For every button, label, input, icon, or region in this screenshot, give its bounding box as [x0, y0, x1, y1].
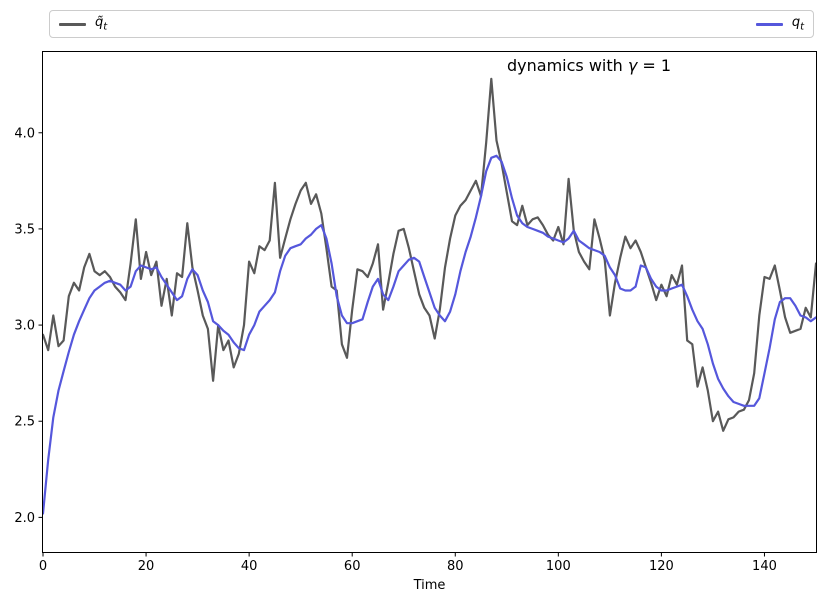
x-tick-label: 40 — [241, 559, 258, 574]
y-tick-label: 2.5 — [14, 415, 35, 430]
x-tick-label: 140 — [752, 559, 777, 574]
legend-entry-qtilde: q̃t — [59, 16, 107, 33]
y-tick-label: 3.5 — [14, 222, 35, 237]
legend-label-qtilde: q̃t — [95, 14, 108, 33]
legend-label-q: qt — [791, 14, 804, 33]
y-tick-label: 4.0 — [14, 126, 35, 141]
series-line-qtilde — [43, 77, 816, 432]
axes-spines — [42, 51, 817, 553]
x-tick-label: 60 — [344, 559, 361, 574]
legend-entry-q: qt — [755, 14, 804, 33]
q-line-swatch — [755, 22, 783, 26]
x-tick-label: 80 — [447, 559, 464, 574]
annotation-title: dynamics with γ = 1 — [507, 56, 672, 75]
series-line-q — [43, 154, 816, 515]
x-tick-label: 0 — [39, 559, 47, 574]
x-axis-label: Time — [413, 578, 446, 593]
y-tick-label: 3.0 — [14, 319, 35, 334]
qtilde-line-swatch — [59, 22, 86, 26]
y-tick-label: 2.0 — [14, 511, 35, 526]
x-tick-label: 120 — [649, 559, 674, 574]
x-tick-label: 20 — [138, 559, 155, 574]
gamma-symbol: γ — [627, 56, 638, 75]
x-tick-label: 100 — [546, 559, 571, 574]
legend: q̃t qt — [49, 10, 814, 38]
